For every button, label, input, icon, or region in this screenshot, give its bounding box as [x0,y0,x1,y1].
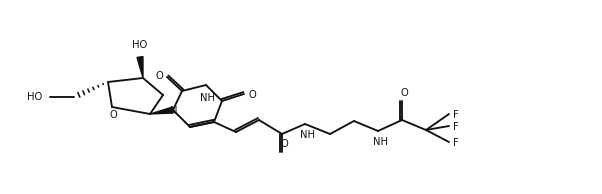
Polygon shape [150,107,173,114]
Text: F: F [453,138,459,148]
Text: N: N [170,106,178,116]
Text: O: O [248,90,256,100]
Text: NH: NH [300,130,315,140]
Text: O: O [400,88,408,98]
Text: O: O [280,139,288,149]
Text: HO: HO [26,92,42,102]
Text: NH: NH [200,93,216,103]
Text: F: F [453,110,459,120]
Text: HO: HO [132,40,147,50]
Text: F: F [453,122,459,132]
Text: O: O [155,71,163,81]
Polygon shape [137,57,143,78]
Text: O: O [109,110,117,120]
Text: NH: NH [373,137,388,147]
